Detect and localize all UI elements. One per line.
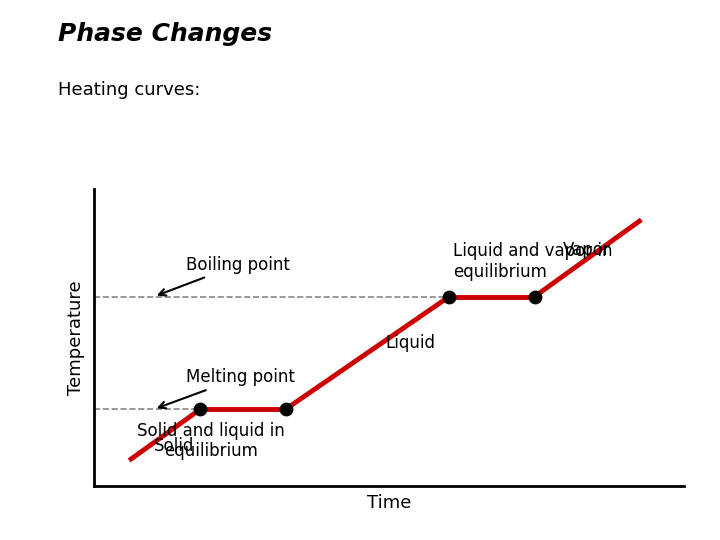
Text: Melting point: Melting point bbox=[159, 368, 295, 408]
Text: Liquid and vapor in
equilibrium: Liquid and vapor in equilibrium bbox=[453, 242, 612, 281]
Y-axis label: Temperature: Temperature bbox=[67, 280, 85, 395]
Text: Boiling point: Boiling point bbox=[159, 256, 290, 295]
Text: Heating curves:: Heating curves: bbox=[58, 81, 200, 99]
Point bbox=[280, 405, 292, 414]
X-axis label: Time: Time bbox=[366, 494, 411, 512]
Text: Solid: Solid bbox=[154, 437, 194, 455]
Text: Phase Changes: Phase Changes bbox=[58, 22, 271, 45]
Point bbox=[194, 405, 206, 414]
Text: Solid and liquid in
equilibrium: Solid and liquid in equilibrium bbox=[137, 422, 285, 460]
Text: Vapor: Vapor bbox=[563, 241, 611, 259]
Text: Liquid: Liquid bbox=[385, 334, 436, 352]
Point bbox=[529, 292, 541, 301]
Point bbox=[444, 292, 455, 301]
